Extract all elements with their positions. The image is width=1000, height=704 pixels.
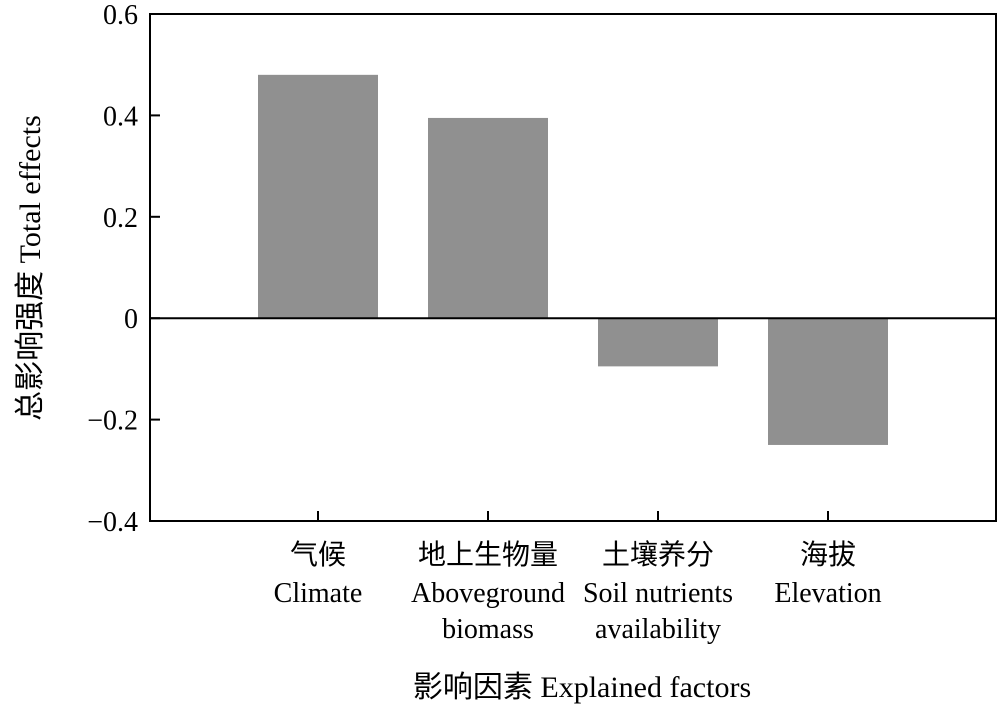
category-label-en: Climate [274, 578, 363, 609]
x-ticks-group [317, 511, 829, 521]
bars-group [258, 74, 888, 445]
category-label-en: Aboveground [411, 578, 565, 609]
y-tick-label: −0.4 [87, 507, 138, 538]
category-labels-group: 气候 Climate 地上生物量 Aboveground biomass 土壤养分 Soil… [274, 539, 882, 645]
bar-3 [768, 318, 888, 445]
category-label-zh: 土壤养分 [602, 539, 714, 571]
category-label-en: availability [595, 614, 721, 645]
bar-1 [428, 117, 548, 319]
y-ticks-group: 0.6 0.4 0.2 0 −0.2 −0.4 [87, 0, 160, 538]
y-tick-label: 0 [124, 304, 138, 335]
bar-0 [258, 74, 378, 319]
category-label-zh: 海拔 [800, 539, 856, 571]
category-label-zh: 地上生物量 [418, 539, 558, 571]
plot-frame [149, 13, 997, 522]
category-label-en: Soil nutrients [583, 578, 733, 609]
y-tick-label: −0.2 [87, 406, 138, 437]
category-label-en: biomass [442, 614, 534, 645]
category-label-zh: 气候 [290, 539, 346, 571]
bar-2 [598, 318, 718, 367]
y-tick-label: 0.6 [103, 0, 138, 31]
category-label-en: Elevation [774, 578, 881, 609]
y-axis-title: 总影响强度 Total effects [14, 115, 47, 421]
x-axis-title: 影响因素 Explained factors [413, 671, 751, 704]
y-tick-label: 0.2 [103, 203, 138, 234]
y-tick-label: 0.4 [103, 101, 138, 132]
